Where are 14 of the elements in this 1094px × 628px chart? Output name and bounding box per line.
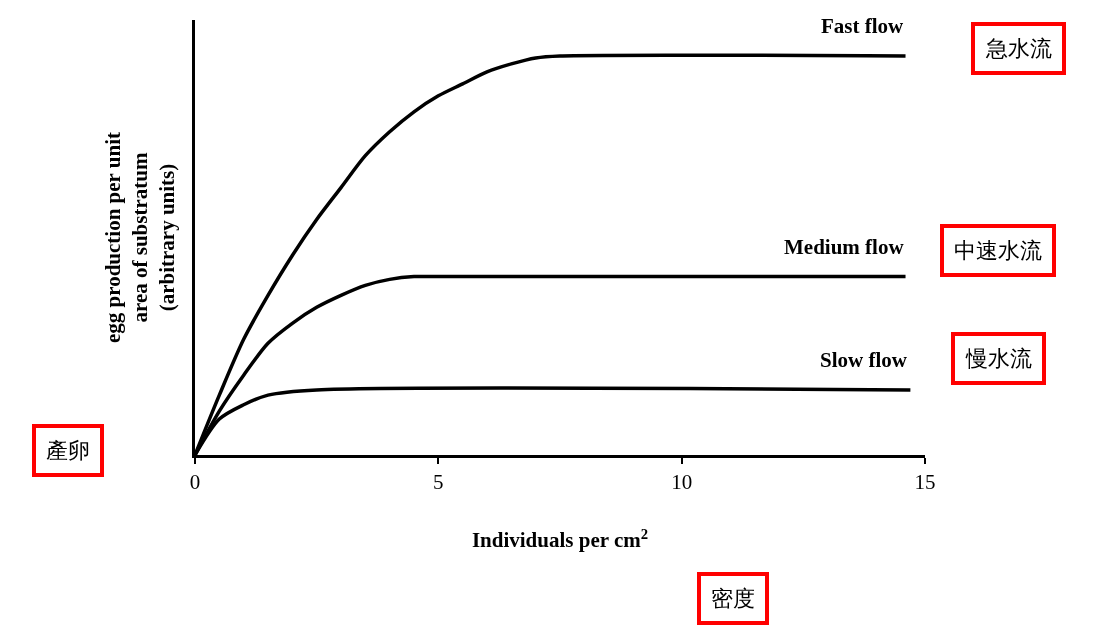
text: 慢水流 [965,346,1032,371]
series-label: Medium flow [784,235,905,259]
text: 急水流 [985,36,1052,61]
text: 產卵 [46,438,90,463]
x-tick-label: 0 [189,470,201,495]
x-axis-title: Individuals per cm$^{2}$ [471,525,649,553]
x-tick-label: 5 [433,470,444,495]
text: 中速水流 [954,238,1042,263]
text: 密度 [711,586,755,611]
x-tick-label: 10 [671,470,693,495]
series-label: Fast flow [821,14,905,38]
series-label: Slow flow [820,348,908,372]
x-tick-label: 15 [914,470,936,495]
y-axis-title: egg production per unit area of substratum (arbitrary units) [100,131,180,344]
